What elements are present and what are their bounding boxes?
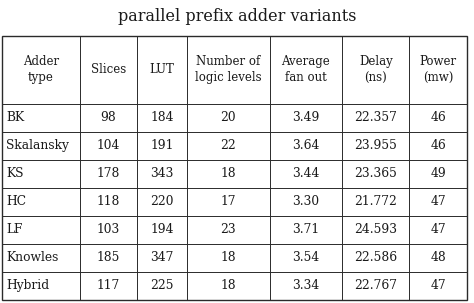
Text: 17: 17 <box>220 195 236 208</box>
Text: 18: 18 <box>220 279 236 292</box>
Text: 3.34: 3.34 <box>292 279 319 292</box>
Text: 3.44: 3.44 <box>292 167 319 180</box>
Text: Power
(mw): Power (mw) <box>419 55 457 85</box>
Text: LUT: LUT <box>150 63 174 76</box>
Text: 48: 48 <box>430 251 446 265</box>
Text: 3.30: 3.30 <box>292 195 319 208</box>
Text: 117: 117 <box>97 279 120 292</box>
Text: BK: BK <box>6 111 24 124</box>
Text: 178: 178 <box>97 167 120 180</box>
Text: 23.955: 23.955 <box>354 139 397 152</box>
Text: KS: KS <box>6 167 24 180</box>
Text: Knowles: Knowles <box>6 251 58 265</box>
Text: 3.64: 3.64 <box>292 139 319 152</box>
Text: 23.365: 23.365 <box>354 167 397 180</box>
Text: HC: HC <box>6 195 26 208</box>
Text: 18: 18 <box>220 167 236 180</box>
Text: 21.772: 21.772 <box>354 195 397 208</box>
Text: 184: 184 <box>150 111 174 124</box>
Text: 46: 46 <box>430 139 446 152</box>
Text: 22.357: 22.357 <box>354 111 397 124</box>
Text: Number of
logic levels: Number of logic levels <box>195 55 262 85</box>
Text: 23: 23 <box>220 223 236 236</box>
Text: 47: 47 <box>430 279 446 292</box>
Text: 103: 103 <box>97 223 120 236</box>
Text: 343: 343 <box>151 167 174 180</box>
Text: Skalansky: Skalansky <box>6 139 69 152</box>
Text: 20: 20 <box>220 111 236 124</box>
Text: 47: 47 <box>430 195 446 208</box>
Text: 220: 220 <box>150 195 174 208</box>
Text: 22.767: 22.767 <box>354 279 397 292</box>
Text: 225: 225 <box>150 279 174 292</box>
Bar <box>2 36 467 300</box>
Text: 185: 185 <box>97 251 120 265</box>
Text: 47: 47 <box>430 223 446 236</box>
Text: Hybrid: Hybrid <box>6 279 49 292</box>
Text: 24.593: 24.593 <box>354 223 397 236</box>
Text: 347: 347 <box>151 251 174 265</box>
Text: Delay
(ns): Delay (ns) <box>359 55 392 85</box>
Text: 46: 46 <box>430 111 446 124</box>
Text: 22.586: 22.586 <box>354 251 397 265</box>
Text: 22: 22 <box>220 139 236 152</box>
Text: 104: 104 <box>97 139 120 152</box>
Text: parallel prefix adder variants: parallel prefix adder variants <box>118 8 356 25</box>
Text: 194: 194 <box>150 223 174 236</box>
Text: Average
fan out: Average fan out <box>282 55 330 85</box>
Text: 118: 118 <box>97 195 120 208</box>
Text: 98: 98 <box>100 111 117 124</box>
Text: 3.54: 3.54 <box>292 251 319 265</box>
Text: Slices: Slices <box>91 63 126 76</box>
Text: LF: LF <box>6 223 23 236</box>
Text: 49: 49 <box>430 167 446 180</box>
Text: 3.71: 3.71 <box>292 223 319 236</box>
Text: 3.49: 3.49 <box>292 111 319 124</box>
Text: Adder
type: Adder type <box>23 55 59 85</box>
Text: 18: 18 <box>220 251 236 265</box>
Text: 191: 191 <box>151 139 174 152</box>
